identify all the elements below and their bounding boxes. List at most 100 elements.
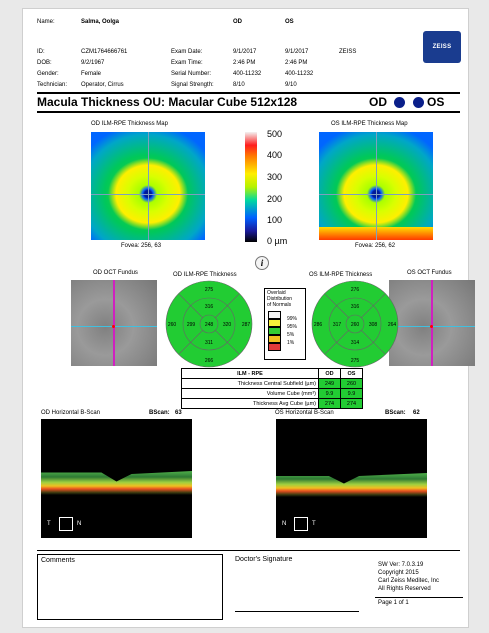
page-number: Page 1 of 1 (378, 600, 409, 606)
row-od-value: 9.9 (318, 388, 341, 399)
sw-version: SW Ver: 7.0.3.19 (378, 562, 424, 568)
row-label: Volume Cube (mm³) (181, 388, 319, 399)
od-nasal-marker: N (77, 521, 82, 527)
eye-od-label: OD (369, 95, 387, 109)
serial-label: Serial Number: (171, 71, 212, 77)
os-bscan-number: 62 (413, 410, 420, 416)
od-thickness-map (91, 132, 205, 240)
legend-swatch-green (268, 327, 281, 335)
row-od-value: 274 (318, 398, 341, 409)
od-superior-inner: 316 (205, 304, 214, 310)
colorbar-tick: 100 (267, 215, 283, 225)
row-label: Thickness Avg Cube (µm) (181, 398, 319, 409)
od-bscan-number: 63 (175, 410, 182, 416)
row-label: Thickness Central Subfield (µm) (181, 378, 319, 389)
footer-rule (37, 550, 460, 551)
normals-legend: Overlaid Distribution of Normals 99% 95%… (264, 288, 306, 360)
thickness-colorbar (245, 132, 257, 242)
colorbar-tick: 500 (267, 129, 283, 139)
od-nasal-outer: 287 (242, 322, 251, 328)
os-nasal-inner: 317 (333, 322, 342, 328)
exam-date-label: Exam Date: (171, 49, 203, 55)
patient-name: Salma, Oolga (81, 19, 120, 25)
os-inferior-inner: 314 (351, 340, 360, 346)
od-fundus-image (71, 280, 157, 366)
colorbar-tick: 0 µm (267, 236, 288, 246)
legend-title-line: of Normals (267, 302, 292, 308)
legend-swatch-red (268, 343, 281, 351)
od-temporal-inner: 299 (187, 322, 196, 328)
od-etdrs-grid: 275 316 260 299 248 320 287 311 266 (165, 280, 253, 368)
od-fovea: Fovea: 256, 63 (121, 243, 162, 249)
od-map-title: OD ILM-RPE Thickness Map (91, 121, 168, 127)
legend-swatch-yellow (268, 319, 281, 327)
title-rule-top (37, 92, 460, 94)
legend-item: 1% (287, 340, 295, 346)
comments-label: Comments (41, 557, 75, 564)
page-rule (375, 597, 463, 598)
os-temporal-marker: T (312, 521, 316, 527)
os-orientation-box (294, 517, 308, 531)
od-orientation-box (59, 517, 73, 531)
os-fundus-image (389, 280, 475, 366)
comments-box[interactable]: Comments (37, 554, 223, 620)
od-fundus-title: OD OCT Fundus (93, 270, 138, 276)
patient-dob: 9/2/1967 (81, 60, 105, 66)
colorbar-tick: 400 (267, 150, 283, 160)
gender-label: Gender: (37, 71, 59, 77)
os-superior-inner: 316 (351, 304, 360, 310)
exam-time-od: 2:46 PM (233, 60, 256, 66)
row-os-value: 260 (340, 378, 363, 389)
summary-col-os: OS (340, 368, 363, 379)
info-icon[interactable]: i (255, 256, 269, 270)
legend-swatch-orange (268, 335, 281, 343)
zeiss-logo: ZEISS (423, 31, 461, 63)
table-row: Volume Cube (mm³) 9.9 9.9 (181, 388, 363, 399)
serial-od: 400-11232 (233, 71, 262, 77)
maker-label: ZEISS (339, 49, 357, 55)
od-nasal-inner: 320 (223, 322, 232, 328)
od-grid-title: OD ILM-RPE Thickness (173, 272, 237, 278)
od-superior-outer: 275 (205, 287, 214, 293)
os-bscan-title: OS Horizontal B-Scan (275, 410, 334, 416)
table-row: Thickness Avg Cube (µm) 274 274 (181, 398, 363, 409)
rights: All Rights Reserved (378, 586, 431, 592)
os-bscan-image: N T (276, 419, 427, 538)
legend-title-line: Distribution (267, 296, 293, 302)
od-bscan-label: BScan: (149, 410, 170, 416)
od-center: 248 (205, 322, 214, 328)
os-bscan-label: BScan: (385, 410, 406, 416)
report-page: Name: Salma, Oolga OD OS ID: CZM17646667… (22, 8, 475, 628)
patient-gender: Female (81, 71, 102, 77)
company: Carl Zeiss Meditec, Inc (378, 578, 440, 584)
technician-label: Technician: (37, 82, 68, 88)
exam-time-os: 2:46 PM (285, 60, 308, 66)
os-thickness-map (319, 132, 433, 240)
colorbar-tick: 200 (267, 194, 283, 204)
signature-line (235, 611, 359, 612)
os-superior-outer: 276 (351, 287, 360, 293)
legend-swatch-white (268, 311, 281, 319)
legend-item: 5% (287, 332, 295, 338)
od-dot-icon (394, 97, 405, 108)
eye-os-label: OS (427, 95, 445, 109)
technician: Operator, Cirrus (81, 82, 124, 88)
os-temporal-outer: 264 (388, 322, 397, 328)
os-temporal-inner: 308 (369, 322, 378, 328)
table-row: Thickness Central Subfield (µm) 249 260 (181, 378, 363, 389)
row-os-value: 274 (340, 398, 363, 409)
od-bscan-image: T N (41, 419, 192, 538)
title-rule-bottom (37, 111, 460, 113)
os-map-title: OS ILM-RPE Thickness Map (331, 121, 408, 127)
os-nasal-outer: 286 (314, 322, 323, 328)
os-center: 260 (351, 322, 360, 328)
os-grid-title: OS ILM-RPE Thickness (309, 272, 373, 278)
row-os-value: 9.9 (340, 388, 363, 399)
colorbar-tick: 300 (267, 172, 283, 182)
name-label: Name: (37, 19, 55, 25)
signal-od: 8/10 (233, 82, 245, 88)
od-bscan-title: OD Horizontal B-Scan (41, 410, 101, 416)
id-label: ID: (37, 49, 45, 55)
page-title: Macula Thickness OU: Macular Cube 512x12… (37, 95, 298, 109)
os-header: OS (285, 19, 294, 25)
